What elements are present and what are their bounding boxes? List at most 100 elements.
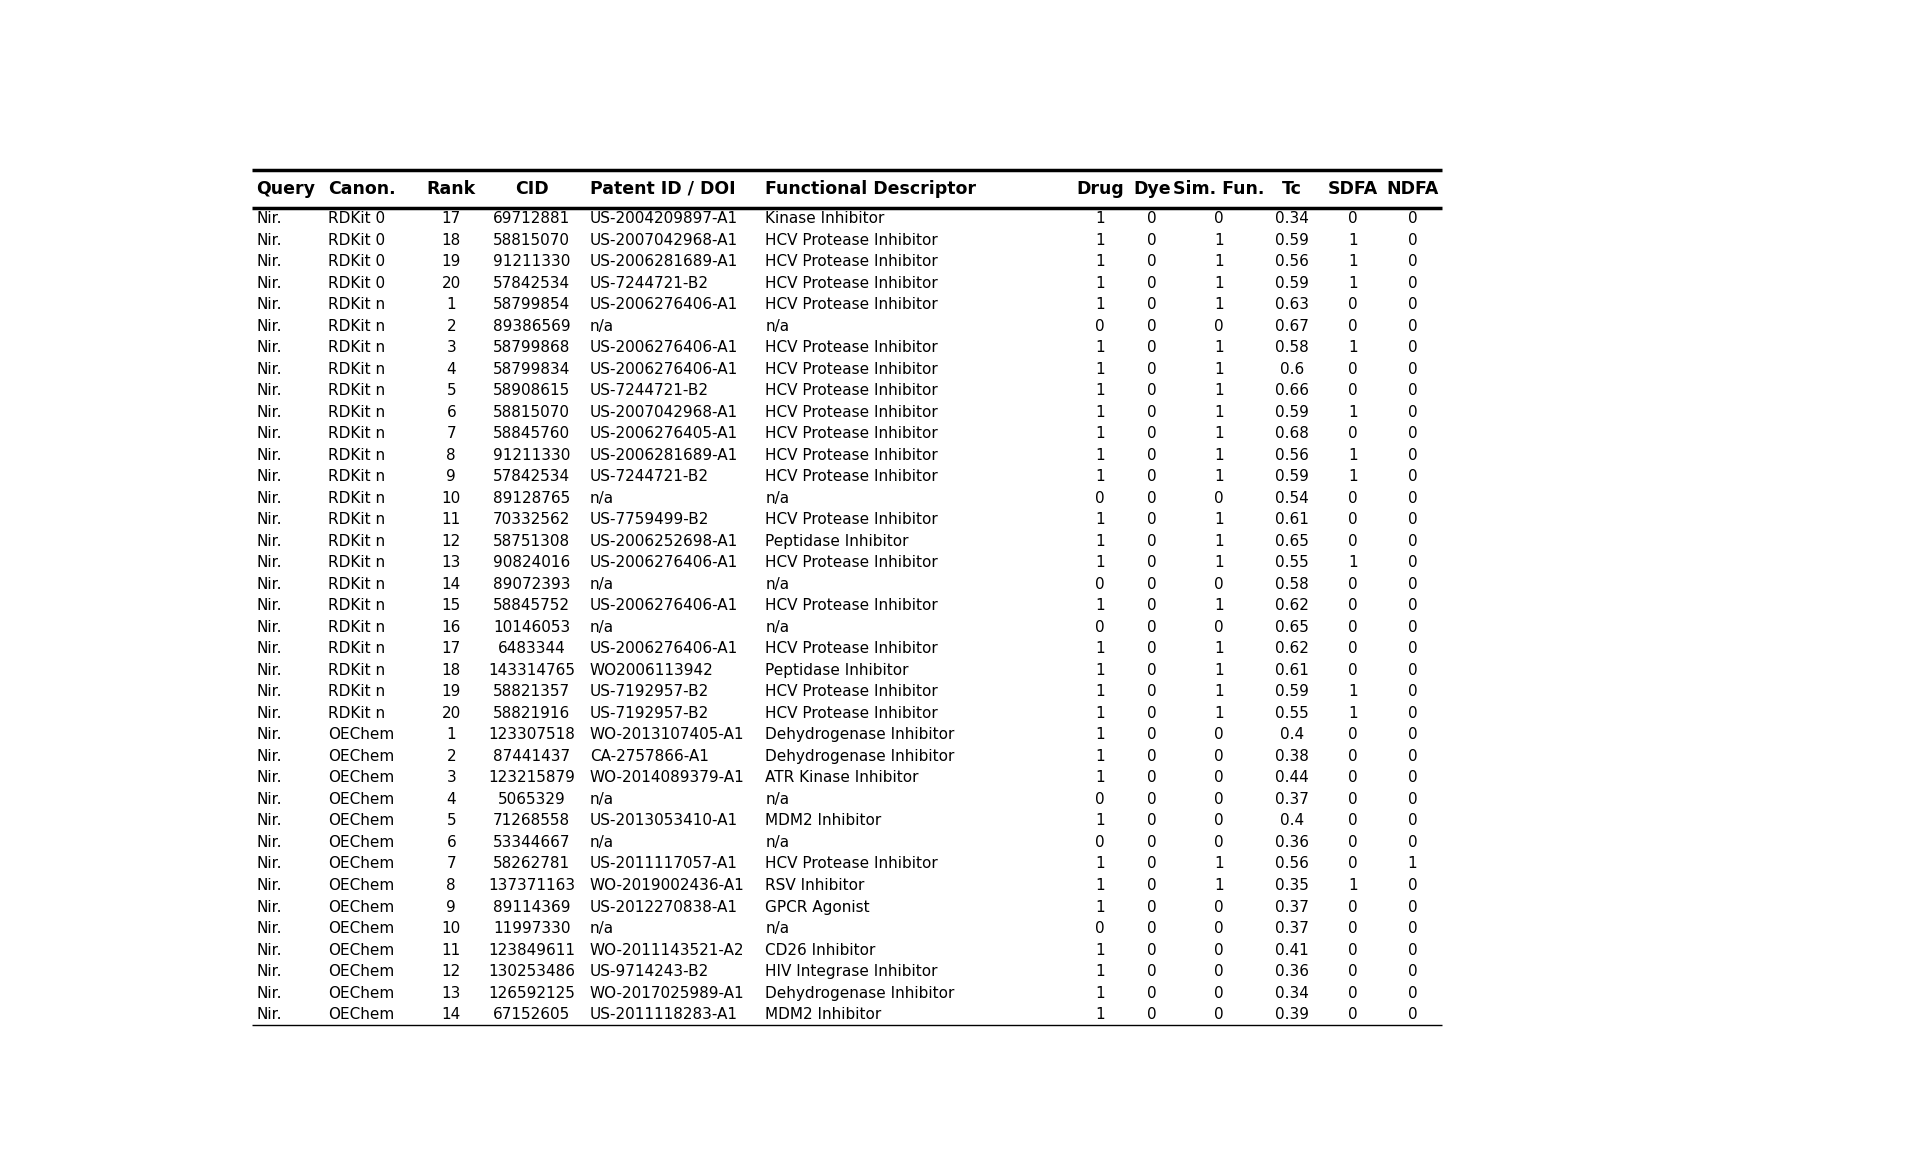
Text: 0: 0	[1148, 447, 1158, 463]
Text: 90824016: 90824016	[493, 555, 570, 571]
Text: HCV Protease Inhibitor: HCV Protease Inhibitor	[766, 426, 939, 441]
Text: 0: 0	[1213, 1007, 1223, 1023]
Text: 0: 0	[1407, 534, 1417, 548]
Text: 1: 1	[1213, 512, 1223, 527]
Text: RDKit n: RDKit n	[328, 405, 384, 419]
Text: US-7192957-B2: US-7192957-B2	[589, 706, 708, 721]
Text: 0.37: 0.37	[1275, 922, 1309, 936]
Text: OEChem: OEChem	[328, 899, 394, 915]
Text: OEChem: OEChem	[328, 922, 394, 936]
Text: 0: 0	[1094, 620, 1104, 635]
Text: 1: 1	[1213, 684, 1223, 700]
Text: 1: 1	[1094, 749, 1104, 764]
Text: 1: 1	[1213, 663, 1223, 677]
Text: HCV Protease Inhibitor: HCV Protease Inhibitor	[766, 340, 939, 355]
Text: 0.61: 0.61	[1275, 512, 1309, 527]
Text: HCV Protease Inhibitor: HCV Protease Inhibitor	[766, 383, 939, 398]
Text: RDKit 0: RDKit 0	[328, 276, 384, 291]
Text: OEChem: OEChem	[328, 943, 394, 958]
Text: 13: 13	[442, 555, 461, 571]
Text: 0.36: 0.36	[1275, 835, 1309, 850]
Text: 1: 1	[1094, 470, 1104, 484]
Text: 1: 1	[1094, 447, 1104, 463]
Text: 0: 0	[1148, 706, 1158, 721]
Text: RDKit n: RDKit n	[328, 447, 384, 463]
Text: Nir.: Nir.	[257, 362, 282, 377]
Text: 0: 0	[1213, 576, 1223, 592]
Text: 1: 1	[1094, 641, 1104, 656]
Text: Dehydrogenase Inhibitor: Dehydrogenase Inhibitor	[766, 749, 954, 764]
Text: 1: 1	[1348, 405, 1357, 419]
Text: 1: 1	[1094, 943, 1104, 958]
Text: Nir.: Nir.	[257, 254, 282, 269]
Text: 13: 13	[442, 985, 461, 1000]
Text: Canon.: Canon.	[328, 180, 396, 197]
Text: OEChem: OEChem	[328, 985, 394, 1000]
Text: 1: 1	[1094, 426, 1104, 441]
Text: 58815070: 58815070	[493, 405, 570, 419]
Text: 0: 0	[1148, 620, 1158, 635]
Text: 1: 1	[1094, 899, 1104, 915]
Text: 0: 0	[1348, 857, 1357, 871]
Text: 0: 0	[1348, 576, 1357, 592]
Text: 1: 1	[1094, 232, 1104, 248]
Text: OEChem: OEChem	[328, 814, 394, 829]
Text: RDKit n: RDKit n	[328, 641, 384, 656]
Text: 8: 8	[447, 878, 457, 893]
Text: Dye: Dye	[1133, 180, 1171, 197]
Text: 0: 0	[1094, 922, 1104, 936]
Text: CA-2757866-A1: CA-2757866-A1	[589, 749, 708, 764]
Text: 12: 12	[442, 534, 461, 548]
Text: 0: 0	[1148, 878, 1158, 893]
Text: 0: 0	[1407, 792, 1417, 807]
Text: 0: 0	[1148, 641, 1158, 656]
Text: 0: 0	[1148, 770, 1158, 785]
Text: 0: 0	[1148, 254, 1158, 269]
Text: 0.56: 0.56	[1275, 857, 1309, 871]
Text: MDM2 Inhibitor: MDM2 Inhibitor	[766, 1007, 881, 1023]
Text: 0: 0	[1407, 426, 1417, 441]
Text: 14: 14	[442, 1007, 461, 1023]
Text: 1: 1	[1213, 297, 1223, 312]
Text: n/a: n/a	[589, 318, 614, 333]
Text: n/a: n/a	[766, 491, 789, 506]
Text: 1: 1	[1348, 276, 1357, 291]
Text: 0: 0	[1213, 922, 1223, 936]
Text: WO-2019002436-A1: WO-2019002436-A1	[589, 878, 745, 893]
Text: 0: 0	[1148, 383, 1158, 398]
Text: 1: 1	[1213, 555, 1223, 571]
Text: 57842534: 57842534	[493, 470, 570, 484]
Text: 1: 1	[1094, 211, 1104, 227]
Text: HCV Protease Inhibitor: HCV Protease Inhibitor	[766, 405, 939, 419]
Text: OEChem: OEChem	[328, 792, 394, 807]
Text: US-2006276406-A1: US-2006276406-A1	[589, 555, 737, 571]
Text: HCV Protease Inhibitor: HCV Protease Inhibitor	[766, 297, 939, 312]
Text: OEChem: OEChem	[328, 728, 394, 742]
Text: 2: 2	[447, 749, 457, 764]
Text: 19: 19	[442, 684, 461, 700]
Text: Nir.: Nir.	[257, 447, 282, 463]
Text: US-2012270838-A1: US-2012270838-A1	[589, 899, 737, 915]
Text: 0: 0	[1148, 749, 1158, 764]
Text: 58799868: 58799868	[493, 340, 570, 355]
Text: 89114369: 89114369	[493, 899, 570, 915]
Text: 58815070: 58815070	[493, 232, 570, 248]
Text: 89072393: 89072393	[493, 576, 570, 592]
Text: OEChem: OEChem	[328, 770, 394, 785]
Text: 1: 1	[1094, 534, 1104, 548]
Text: 0: 0	[1148, 684, 1158, 700]
Text: n/a: n/a	[766, 318, 789, 333]
Text: 1: 1	[1213, 447, 1223, 463]
Text: US-7244721-B2: US-7244721-B2	[589, 276, 708, 291]
Text: 0: 0	[1213, 943, 1223, 958]
Text: US-2006276406-A1: US-2006276406-A1	[589, 599, 737, 613]
Text: Nir.: Nir.	[257, 276, 282, 291]
Text: 0.34: 0.34	[1275, 211, 1309, 227]
Text: 58262781: 58262781	[493, 857, 570, 871]
Text: GPCR Agonist: GPCR Agonist	[766, 899, 870, 915]
Text: 0.59: 0.59	[1275, 470, 1309, 484]
Text: Nir.: Nir.	[257, 599, 282, 613]
Text: 0: 0	[1148, 405, 1158, 419]
Text: 123307518: 123307518	[488, 728, 576, 742]
Text: Sim. Fun.: Sim. Fun.	[1173, 180, 1265, 197]
